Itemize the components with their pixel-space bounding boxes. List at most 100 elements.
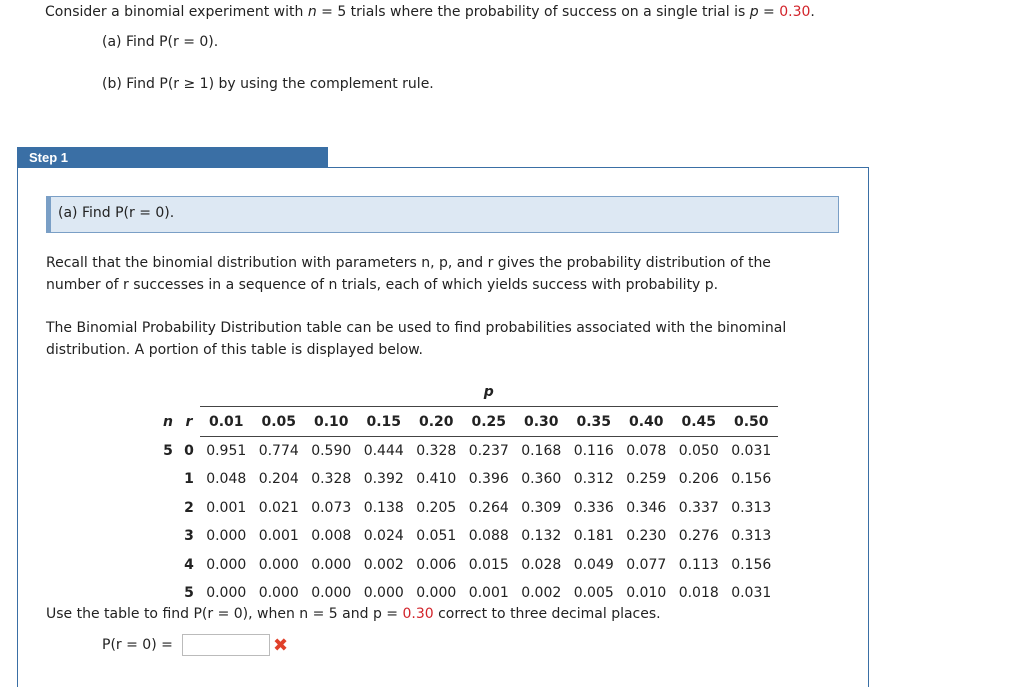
probability-cell: 0.031	[731, 442, 772, 459]
r-cell: 5	[184, 584, 194, 601]
probability-cell: 0.230	[626, 528, 667, 545]
probability-cell: 0.002	[521, 584, 562, 601]
p-column-header: 0.10	[305, 406, 358, 437]
probability-cell: 0.774	[258, 442, 299, 459]
probability-cell: 0.237	[468, 442, 509, 459]
probability-cell: 0.444	[363, 442, 404, 459]
probability-cell: 0.000	[311, 556, 352, 573]
probability-cell: 0.276	[678, 528, 719, 545]
probability-cell: 0.000	[258, 556, 299, 573]
probability-cell: 0.113	[678, 556, 719, 573]
probability-cell: 0.088	[468, 528, 509, 545]
p-column-header: 0.15	[357, 406, 410, 437]
probability-cell: 0.005	[573, 584, 614, 601]
recall-line-1: Recall that the binomial distribution wi…	[46, 255, 771, 271]
probability-cell: 0.138	[363, 499, 404, 516]
probability-cell: 0.360	[521, 471, 562, 488]
probability-cell: 0.590	[311, 442, 352, 459]
probability-cell: 0.313	[731, 528, 772, 545]
probability-cell: 0.018	[678, 584, 719, 601]
probability-cell: 0.051	[416, 528, 457, 545]
n-cell: 5	[163, 442, 173, 459]
probability-cell: 0.000	[206, 584, 247, 601]
table-header-row: n r 0.01 0.05 0.10 0.15 0.20 0.25 0.30 0.35 0.40…	[158, 406, 778, 437]
r-header: r	[185, 413, 193, 430]
answer-label: P(r = 0) =	[102, 637, 173, 653]
probability-cell: 0.951	[206, 442, 247, 459]
probability-cell: 0.010	[626, 584, 667, 601]
table-line-2: distribution. A portion of this table is…	[46, 342, 423, 358]
p-column-header: 0.35	[567, 406, 620, 437]
table-row: 1 0.048 0.204 0.328 0.392 0.410 0.396 0.360 0.31…	[158, 465, 778, 493]
probability-cell: 0.000	[363, 584, 404, 601]
probability-cell: 0.000	[258, 584, 299, 601]
probability-cell: 0.021	[258, 499, 299, 516]
probability-cell: 0.156	[731, 556, 772, 573]
binomial-table: p n r 0.01 0.05 0.10 0.15 0.20 0.25 0.30 0.35 0.…	[158, 378, 778, 607]
probability-cell: 0.031	[731, 584, 772, 601]
probability-cell: 0.049	[573, 556, 614, 573]
n-cell	[158, 522, 178, 550]
probability-cell: 0.156	[731, 471, 772, 488]
n-cell	[158, 579, 178, 607]
table-row: 5 0.000 0.000 0.000 0.000 0.000 0.001 0.002 0.00…	[158, 579, 778, 607]
probability-cell: 0.077	[626, 556, 667, 573]
probability-cell: 0.006	[416, 556, 457, 573]
part-a-prompt: (a) Find P(r = 0).	[102, 34, 219, 50]
probability-cell: 0.116	[573, 442, 614, 459]
table-line-1: The Binomial Probability Distribution ta…	[46, 320, 787, 336]
probability-cell: 0.313	[731, 499, 772, 516]
probability-cell: 0.015	[468, 556, 509, 573]
probability-cell: 0.001	[468, 584, 509, 601]
part-b-prompt: (b) Find P(r ≥ 1) by using the complemen…	[102, 76, 434, 92]
probability-cell: 0.078	[626, 442, 667, 459]
probability-cell: 0.328	[416, 442, 457, 459]
probability-cell: 0.048	[206, 471, 247, 488]
p-column-header: 0.40	[620, 406, 673, 437]
n-header: n	[163, 413, 173, 430]
probability-cell: 0.024	[363, 528, 404, 545]
p-column-header: 0.50	[725, 406, 778, 437]
p-column-header: 0.25	[462, 406, 515, 437]
step-tab[interactable]: Step 1	[17, 147, 328, 168]
probability-cell: 0.132	[521, 528, 562, 545]
subquestion-text: (a) Find P(r = 0).	[58, 205, 175, 221]
probability-cell: 0.204	[258, 471, 299, 488]
probability-cell: 0.028	[521, 556, 562, 573]
probability-cell: 0.328	[311, 471, 352, 488]
probability-cell: 0.205	[416, 499, 457, 516]
table-body: 5 0 0.951 0.774 0.590 0.444 0.328 0.237 0.168 0.1…	[158, 436, 778, 607]
subquestion-box: (a) Find P(r = 0).	[46, 196, 839, 233]
problem-p-value: 0.30	[779, 4, 811, 20]
probability-cell: 0.346	[626, 499, 667, 516]
r-cell: 4	[184, 556, 194, 573]
r-cell: 1	[184, 471, 194, 488]
n-cell	[158, 465, 178, 493]
r-cell: 3	[184, 528, 194, 545]
table-row: 5 0 0.951 0.774 0.590 0.444 0.328 0.237 0.168 0.1…	[158, 436, 778, 465]
probability-cell: 0.008	[311, 528, 352, 545]
table-row: 4 0.000 0.000 0.000 0.002 0.006 0.015 0.028 0.04…	[158, 550, 778, 578]
probability-cell: 0.000	[206, 528, 247, 545]
probability-cell: 0.001	[258, 528, 299, 545]
probability-cell: 0.168	[521, 442, 562, 459]
answer-input[interactable]	[182, 634, 270, 656]
probability-cell: 0.312	[573, 471, 614, 488]
probability-cell: 0.206	[678, 471, 719, 488]
probability-cell: 0.002	[363, 556, 404, 573]
use-p-value: 0.30	[402, 606, 434, 622]
probability-cell: 0.264	[468, 499, 509, 516]
n-cell	[158, 550, 178, 578]
probability-cell: 0.181	[573, 528, 614, 545]
probability-cell: 0.410	[416, 471, 457, 488]
probability-cell: 0.337	[678, 499, 719, 516]
probability-cell: 0.000	[206, 556, 247, 573]
probability-cell: 0.001	[206, 499, 247, 516]
p-column-header: 0.01	[200, 406, 253, 437]
recall-line-2: number of r successes in a sequence of n…	[46, 277, 719, 293]
r-cell: 0	[184, 442, 194, 459]
probability-cell: 0.336	[573, 499, 614, 516]
probability-cell: 0.309	[521, 499, 562, 516]
close-icon: ✖	[273, 635, 289, 656]
table-row: 3 0.000 0.001 0.008 0.024 0.051 0.088 0.132 0.18…	[158, 522, 778, 550]
